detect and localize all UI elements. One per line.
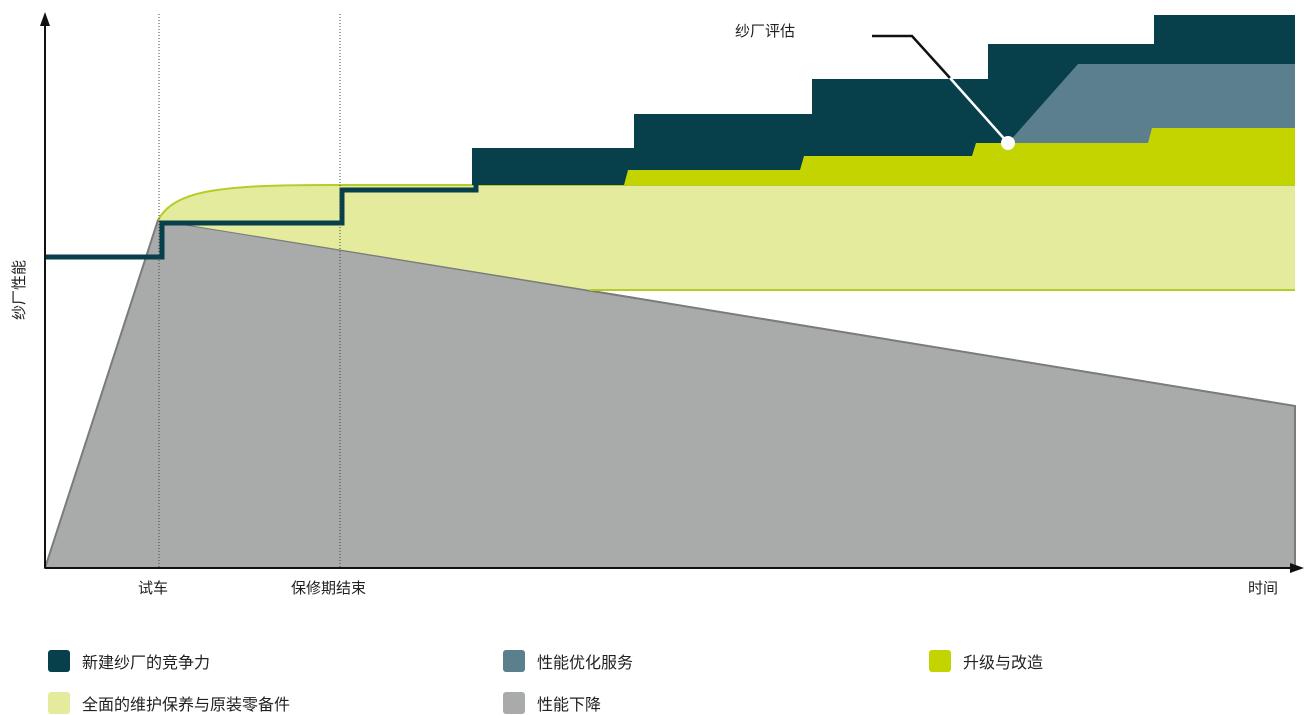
upgrade-area — [624, 128, 1295, 185]
performance-step-line — [45, 185, 479, 260]
y-axis-label: 纱厂性能 — [10, 259, 28, 321]
commissioning-label: 试车 — [138, 579, 169, 597]
callout-leader-black — [872, 34, 951, 79]
callout-label: 纱厂评估 — [735, 22, 796, 40]
warranty-end-label: 保修期结束 — [291, 579, 367, 597]
callout-leader-white — [949, 77, 1009, 144]
x-axis-arrow-icon — [1290, 563, 1304, 573]
y-axis-arrow-icon — [40, 12, 50, 26]
callout-dot-icon — [1001, 136, 1015, 150]
x-axis-label: 时间 — [1248, 579, 1279, 597]
maintenance-band — [158, 185, 1295, 290]
maintenance-band-top-edge — [157, 184, 1295, 221]
